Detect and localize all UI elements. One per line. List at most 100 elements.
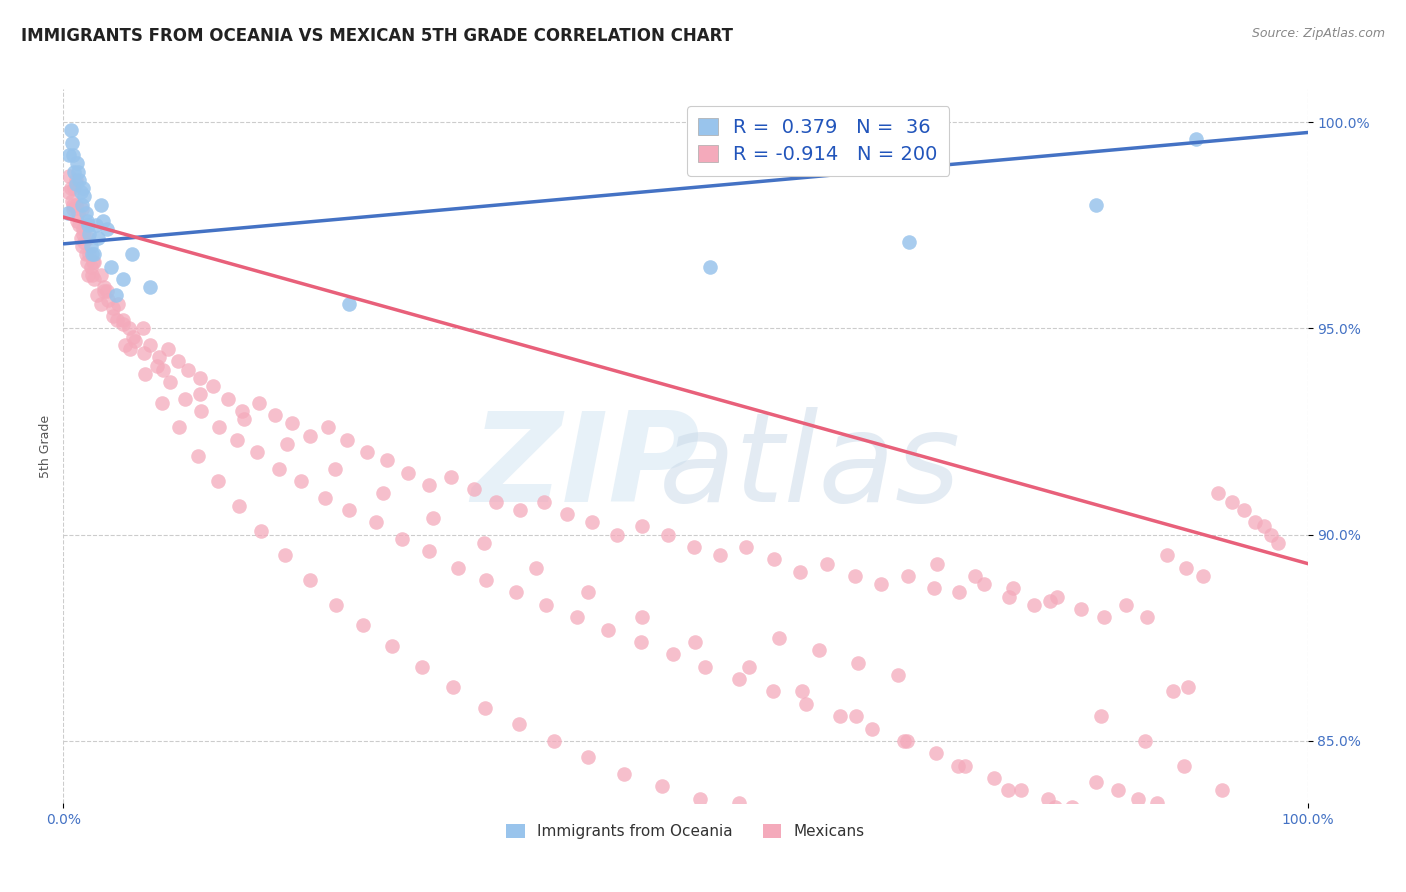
- Point: [247, 395, 270, 409]
- Point: [657, 527, 679, 541]
- Point: [111, 318, 134, 332]
- Point: [167, 420, 190, 434]
- Point: [699, 260, 721, 274]
- Point: [58, 169, 80, 183]
- Point: [314, 491, 336, 505]
- Point: [485, 494, 508, 508]
- Point: [1001, 582, 1024, 596]
- Point: [63, 164, 86, 178]
- Text: atlas: atlas: [659, 407, 960, 528]
- Point: [576, 750, 599, 764]
- Point: [73, 235, 96, 249]
- Point: [90, 296, 112, 310]
- Point: [72, 227, 94, 241]
- Point: [762, 552, 785, 566]
- Legend: Immigrants from Oceania, Mexicans: Immigrants from Oceania, Mexicans: [501, 818, 870, 845]
- Point: [80, 247, 103, 261]
- Point: [1173, 758, 1195, 772]
- Point: [815, 557, 838, 571]
- Point: [1220, 494, 1243, 508]
- Point: [139, 338, 162, 352]
- Point: [208, 420, 231, 434]
- Point: [121, 247, 143, 261]
- Text: Source: ZipAtlas.com: Source: ZipAtlas.com: [1251, 27, 1385, 40]
- Point: [84, 219, 107, 233]
- Point: [298, 428, 321, 442]
- Point: [290, 474, 312, 488]
- Point: [96, 222, 118, 236]
- Point: [325, 598, 347, 612]
- Point: [581, 516, 603, 530]
- Point: [1253, 519, 1275, 533]
- Point: [323, 461, 346, 475]
- Point: [59, 181, 82, 195]
- Point: [101, 309, 124, 323]
- Point: [90, 197, 112, 211]
- Point: [1115, 598, 1137, 612]
- Text: ZIP: ZIP: [471, 407, 700, 528]
- Point: [869, 577, 891, 591]
- Point: [80, 268, 103, 282]
- Point: [156, 342, 179, 356]
- Point: [735, 540, 758, 554]
- Point: [87, 230, 110, 244]
- Point: [828, 709, 851, 723]
- Point: [1062, 800, 1084, 814]
- Point: [66, 214, 89, 228]
- Point: [983, 771, 1005, 785]
- Point: [1010, 783, 1032, 797]
- Point: [1036, 791, 1059, 805]
- Point: [1177, 681, 1199, 695]
- Point: [250, 524, 273, 538]
- Point: [77, 219, 100, 233]
- Point: [848, 656, 870, 670]
- Point: [207, 474, 229, 488]
- Point: [174, 392, 197, 406]
- Point: [65, 197, 87, 211]
- Point: [998, 590, 1021, 604]
- Point: [1174, 560, 1197, 574]
- Point: [447, 560, 470, 574]
- Point: [111, 313, 134, 327]
- Point: [107, 296, 129, 310]
- Point: [1092, 610, 1115, 624]
- Point: [72, 222, 94, 236]
- Point: [534, 598, 557, 612]
- Point: [844, 569, 866, 583]
- Point: [1267, 536, 1289, 550]
- Point: [77, 230, 100, 244]
- Point: [336, 433, 359, 447]
- Point: [76, 255, 98, 269]
- Point: [1039, 593, 1062, 607]
- Point: [298, 573, 321, 587]
- Point: [188, 371, 211, 385]
- Point: [69, 186, 91, 200]
- Point: [267, 461, 290, 475]
- Point: [134, 367, 156, 381]
- Point: [1085, 775, 1108, 789]
- Point: [1107, 783, 1129, 797]
- Point: [1070, 602, 1092, 616]
- Point: [845, 709, 868, 723]
- Point: [893, 734, 915, 748]
- Point: [533, 494, 555, 508]
- Point: [807, 643, 830, 657]
- Point: [1192, 569, 1215, 583]
- Point: [728, 796, 751, 810]
- Point: [948, 585, 970, 599]
- Point: [898, 235, 921, 249]
- Point: [1184, 131, 1206, 145]
- Point: [166, 354, 188, 368]
- Point: [1133, 734, 1156, 748]
- Point: [631, 519, 654, 533]
- Point: [114, 338, 136, 352]
- Point: [93, 280, 115, 294]
- Point: [761, 684, 783, 698]
- Point: [83, 272, 105, 286]
- Point: [120, 342, 142, 356]
- Point: [62, 197, 84, 211]
- Point: [728, 672, 751, 686]
- Y-axis label: 5th Grade: 5th Grade: [39, 415, 52, 477]
- Point: [91, 214, 114, 228]
- Text: IMMIGRANTS FROM OCEANIA VS MEXICAN 5TH GRADE CORRELATION CHART: IMMIGRANTS FROM OCEANIA VS MEXICAN 5TH G…: [21, 27, 733, 45]
